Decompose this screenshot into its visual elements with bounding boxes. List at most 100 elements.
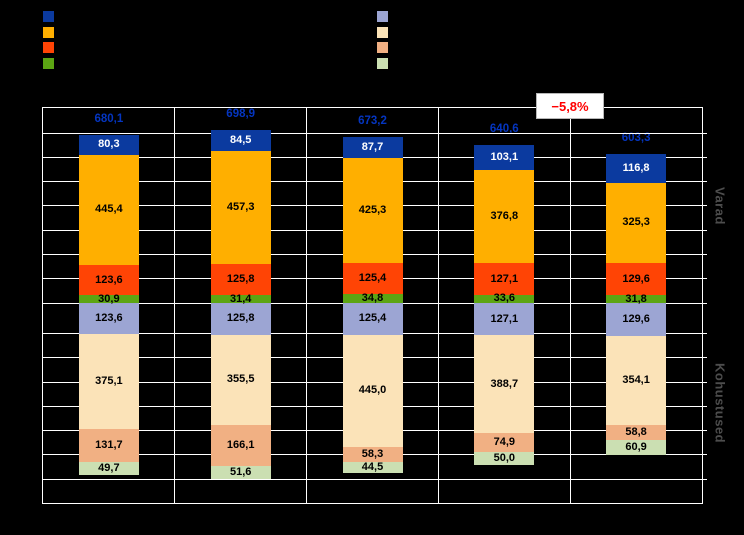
gridline xyxy=(43,478,702,480)
bar-segment-dark-blue[interactable] xyxy=(474,144,535,171)
bar-segment-label: 50,0 xyxy=(493,451,515,464)
axis-tick xyxy=(702,430,707,431)
bar-segment-orange[interactable] xyxy=(78,154,139,265)
bar-segment-label: 31,4 xyxy=(229,292,252,305)
bar-segment-light-green[interactable] xyxy=(342,461,403,473)
bar-segment-label: 31,8 xyxy=(625,292,647,305)
bar-segment-label: 125,4 xyxy=(358,312,387,325)
bar-segment-salmon[interactable] xyxy=(606,425,667,440)
bar-segment-salmon[interactable] xyxy=(342,447,403,462)
bar-segment-red-orange[interactable] xyxy=(342,263,403,295)
bar-segment-periwinkle[interactable] xyxy=(606,303,667,336)
bar-segment-red-orange[interactable] xyxy=(210,264,271,296)
bar-segment-dark-blue[interactable] xyxy=(606,153,667,183)
axis-group-label-kohustused-wrap: Kohustused xyxy=(707,303,733,503)
bar-segment-red-orange[interactable] xyxy=(78,264,139,296)
bar-segment-salmon[interactable] xyxy=(474,433,535,453)
legend-swatch-left-4[interactable] xyxy=(43,58,54,70)
bar-segment-tan[interactable] xyxy=(342,334,403,448)
axis-group-label-varad-wrap: Varad xyxy=(707,108,733,303)
bar-total-label: 640,6 xyxy=(489,122,519,135)
bar-segment-tan[interactable] xyxy=(210,334,271,425)
bar-segment-red-orange[interactable] xyxy=(606,263,667,296)
bar-segment-label: 125,8 xyxy=(226,312,255,325)
bar-segment-label: 354,1 xyxy=(622,373,650,386)
axis-tick xyxy=(702,357,707,359)
bar-segment-label: 80,3 xyxy=(98,138,120,151)
bar-segment-label: 123,6 xyxy=(95,312,123,325)
bar-segment-label: 131,7 xyxy=(95,439,123,452)
bar-total-label: 698,9 xyxy=(226,108,256,121)
bar-segment-label: 58,8 xyxy=(625,426,647,439)
bar-segment-label: 127,1 xyxy=(490,312,519,325)
bar-segment-label: 116,8 xyxy=(622,161,650,174)
bar-segment-green[interactable] xyxy=(342,294,403,303)
axis-tick xyxy=(702,205,707,207)
bar-segment-green[interactable] xyxy=(210,295,271,303)
bar-segment-orange[interactable] xyxy=(342,158,403,264)
bar-segment-label: 33,6 xyxy=(493,292,515,305)
legend-swatch-right-3[interactable] xyxy=(377,42,388,54)
bar-segment-periwinkle[interactable] xyxy=(78,303,139,335)
bar-segment-label: 445,4 xyxy=(95,203,123,216)
bar-segment-label: 325,3 xyxy=(622,216,650,229)
bar-segment-tan[interactable] xyxy=(78,334,139,429)
bar-segment-green[interactable] xyxy=(474,294,535,303)
axis-group-label-varad: Varad xyxy=(712,186,728,225)
bar-segment-tan[interactable] xyxy=(474,335,535,434)
bar-segment-label: 34,8 xyxy=(361,292,384,305)
bar-segment-light-green[interactable] xyxy=(210,466,271,480)
legend-swatch-left-1[interactable] xyxy=(43,11,54,22)
bar-segment-label: 84,5 xyxy=(229,134,252,147)
axis-tick xyxy=(702,278,707,280)
legend-swatch-right-4[interactable] xyxy=(377,58,388,70)
gridline xyxy=(43,132,702,134)
bar-segment-label: 74,9 xyxy=(493,436,515,449)
axis-tick xyxy=(702,478,707,480)
bar-segment-orange[interactable] xyxy=(606,182,667,264)
bar-total-label: 673,2 xyxy=(358,114,387,127)
bar-segment-light-green[interactable] xyxy=(474,452,535,465)
axis-tick xyxy=(702,381,707,383)
bar-segment-label: 166,1 xyxy=(226,438,255,451)
bar-segment-label: 457,3 xyxy=(226,201,255,214)
bar-segment-periwinkle[interactable] xyxy=(210,303,271,335)
bar-segment-label: 103,1 xyxy=(490,151,519,163)
bar-segment-label: 127,1 xyxy=(490,272,519,285)
legend-swatch-left-3[interactable] xyxy=(43,42,54,54)
bar-segment-dark-blue[interactable] xyxy=(342,136,403,159)
bar-segment-orange[interactable] xyxy=(474,170,535,264)
bar-segment-light-green[interactable] xyxy=(78,462,139,475)
bar-segment-periwinkle[interactable] xyxy=(474,303,535,336)
bar-segment-periwinkle[interactable] xyxy=(342,303,403,335)
bar-segment-green[interactable] xyxy=(606,295,667,303)
bar-segment-label: 49,7 xyxy=(98,461,120,474)
axis-tick xyxy=(702,132,707,134)
bar-segment-label: 129,6 xyxy=(622,272,650,285)
bar-segment-green[interactable] xyxy=(78,295,139,303)
bar-segment-salmon[interactable] xyxy=(78,428,139,463)
bar-segment-red-orange[interactable] xyxy=(474,263,535,295)
bar-segment-dark-blue[interactable] xyxy=(210,130,271,152)
bar-segment-label: 51,6 xyxy=(229,466,252,479)
bar-segment-dark-blue[interactable] xyxy=(78,134,139,155)
change-annotation-text: −5,8% xyxy=(551,98,589,114)
bar-total-label: 603,3 xyxy=(621,131,651,144)
bar-segment-orange[interactable] xyxy=(210,151,271,265)
bar-segment-salmon[interactable] xyxy=(210,424,271,467)
bar-segment-label: 388,7 xyxy=(490,377,519,390)
column-separator xyxy=(437,108,439,503)
legend-swatch-right-2[interactable] xyxy=(377,26,388,38)
column-separator xyxy=(306,108,308,503)
bar-segment-label: 355,5 xyxy=(226,373,255,386)
bar-segment-label: 445,0 xyxy=(358,384,387,397)
bar-segment-light-green[interactable] xyxy=(606,439,667,456)
axis-tick xyxy=(702,405,707,407)
bar-segment-label: 87,7 xyxy=(361,141,384,154)
axis-tick xyxy=(702,156,707,158)
bar-segment-tan[interactable] xyxy=(606,335,667,426)
legend-swatch-left-2[interactable] xyxy=(43,26,54,38)
legend-swatch-right-1[interactable] xyxy=(377,11,388,22)
axis-tick xyxy=(702,229,707,231)
